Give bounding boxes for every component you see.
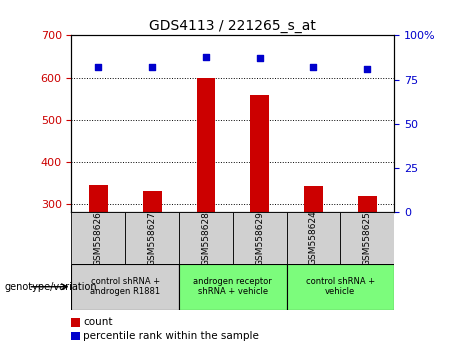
Point xyxy=(256,56,263,61)
Bar xyxy=(71,212,125,264)
Text: control shRNA +
androgen R1881: control shRNA + androgen R1881 xyxy=(90,277,160,296)
Bar xyxy=(304,186,323,212)
Text: control shRNA +
vehicle: control shRNA + vehicle xyxy=(306,277,375,296)
Text: GSM558629: GSM558629 xyxy=(255,211,264,266)
Text: percentile rank within the sample: percentile rank within the sample xyxy=(83,331,260,341)
Text: GSM558628: GSM558628 xyxy=(201,211,210,266)
Bar xyxy=(179,264,287,310)
Text: genotype/variation: genotype/variation xyxy=(5,282,97,292)
Text: androgen receptor
shRNA + vehicle: androgen receptor shRNA + vehicle xyxy=(194,277,272,296)
Text: GSM558626: GSM558626 xyxy=(94,211,103,266)
Bar xyxy=(233,212,287,264)
Bar xyxy=(340,212,394,264)
Text: count: count xyxy=(83,318,113,327)
Point xyxy=(95,64,102,70)
Bar xyxy=(179,212,233,264)
Point xyxy=(148,64,156,70)
Bar xyxy=(89,185,108,212)
Bar xyxy=(287,212,340,264)
Bar xyxy=(143,191,161,212)
Point xyxy=(202,54,210,59)
Title: GDS4113 / 221265_s_at: GDS4113 / 221265_s_at xyxy=(149,19,316,33)
Text: GSM558625: GSM558625 xyxy=(363,211,372,266)
Text: GSM558624: GSM558624 xyxy=(309,211,318,266)
Point xyxy=(364,66,371,72)
Bar xyxy=(125,212,179,264)
Text: GSM558627: GSM558627 xyxy=(148,211,157,266)
Bar xyxy=(71,264,179,310)
Bar xyxy=(287,264,394,310)
Point xyxy=(310,64,317,70)
Bar xyxy=(250,95,269,212)
Bar xyxy=(358,196,377,212)
Bar xyxy=(196,78,215,212)
